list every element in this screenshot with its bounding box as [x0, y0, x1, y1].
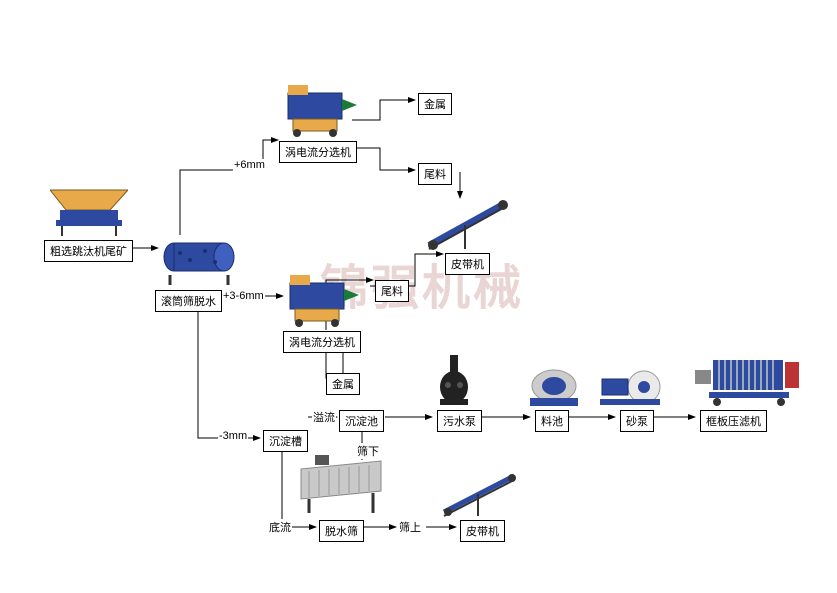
label-sand-pump: 砂泵 — [620, 410, 654, 432]
label-raw-ore: 粗选跳汰机尾矿 — [44, 240, 133, 262]
equip-eddy-current-2 — [285, 275, 359, 334]
label-drum: 滚筒筛脱水 — [155, 290, 222, 312]
equip-sand-pump — [600, 365, 662, 412]
equip-filter-press — [695, 350, 803, 413]
label-metal-1: 金属 — [418, 93, 452, 115]
label-eddy-1: 涡电流分选机 — [279, 141, 357, 163]
tag-minus-3mm: -3mm — [218, 430, 248, 442]
label-dewater: 脱水筛 — [319, 520, 364, 542]
tag-underflow: 底流 — [268, 519, 292, 535]
tag-oversize: 筛上 — [398, 519, 422, 535]
tag-undersize: 筛下 — [356, 443, 380, 459]
label-metal-2: 金属 — [326, 373, 360, 395]
label-eddy-2: 涡电流分选机 — [283, 331, 361, 353]
label-mat-tank: 料池 — [535, 410, 569, 432]
label-overflow: 沉淀池 — [339, 410, 384, 432]
equip-belt-conveyor-1 — [425, 195, 515, 256]
equip-material-tank — [530, 366, 582, 413]
flow-lines — [0, 0, 837, 593]
label-slurry-pump: 污水泵 — [437, 410, 482, 432]
equip-drum-screen — [160, 235, 238, 292]
label-settle: 沉淀槽 — [263, 430, 308, 452]
label-tail-1: 尾料 — [418, 163, 452, 185]
equip-slurry-pump — [432, 355, 476, 412]
label-belt-1: 皮带机 — [445, 253, 490, 275]
tag-overflow: 溢流 — [312, 409, 336, 425]
equip-eddy-current-1 — [283, 85, 357, 144]
label-press: 框板压滤机 — [700, 410, 767, 432]
label-belt-2: 皮带机 — [460, 520, 505, 542]
equip-hopper — [50, 180, 128, 243]
tag-plus-6mm: +6mm — [233, 159, 266, 171]
equip-belt-conveyor-2 — [440, 468, 524, 523]
tag-3-6mm: +3-6mm — [222, 290, 265, 302]
label-tail-2: 尾料 — [375, 280, 409, 302]
equip-dewater-screen — [295, 455, 387, 522]
